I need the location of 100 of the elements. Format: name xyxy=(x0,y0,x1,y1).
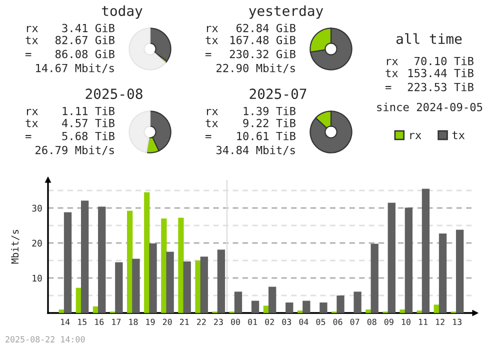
text: 9.22 TiB xyxy=(243,118,296,128)
bar xyxy=(286,302,294,313)
y-axis-title: Mbit/s xyxy=(11,230,20,264)
text: 3.41 GiB xyxy=(62,24,114,32)
x-tick-label: 22 xyxy=(197,318,206,325)
x-tick-label: 11 xyxy=(418,318,428,325)
bar xyxy=(149,243,157,313)
bar xyxy=(98,206,106,313)
text: 22.90 Mbit/s xyxy=(216,64,295,74)
x-tick-label: 20 xyxy=(162,318,172,326)
text: = xyxy=(25,135,32,138)
x-tick-label: 03 xyxy=(282,318,292,326)
bar xyxy=(200,256,208,313)
bar xyxy=(434,304,440,313)
bar xyxy=(268,286,276,313)
x-tick-label: 06 xyxy=(333,318,342,326)
text: all time xyxy=(396,33,462,44)
donut-slice xyxy=(128,110,151,154)
legend-label: tx xyxy=(452,131,465,140)
text: tx xyxy=(26,119,38,128)
x-tick-label: 07 xyxy=(350,318,360,326)
bar xyxy=(336,296,344,313)
bar xyxy=(178,218,184,313)
bar xyxy=(195,260,201,313)
text: = xyxy=(205,53,212,56)
text: 34.84 Mbit/s xyxy=(216,146,295,156)
x-tick-label: 13 xyxy=(453,318,462,326)
x-tick-label: 18 xyxy=(129,318,138,326)
donut-slice xyxy=(149,110,172,152)
bar xyxy=(263,306,269,313)
bar xyxy=(456,230,464,313)
x-tick-label: 23 xyxy=(214,318,223,326)
text: 230.32 GiB xyxy=(230,50,296,58)
x-tick-label: 19 xyxy=(146,318,155,326)
bar xyxy=(183,262,191,313)
x-tick-label: 02 xyxy=(265,318,274,326)
x-tick-label: 21 xyxy=(180,318,189,325)
bar xyxy=(302,300,310,313)
text: = xyxy=(205,135,212,138)
text: since 2024-09-05 xyxy=(377,102,482,112)
text: 70.10 TiB xyxy=(414,56,474,66)
bar xyxy=(161,218,167,313)
text: 62.84 GiB xyxy=(236,24,296,32)
bar xyxy=(370,244,378,313)
text: 4.57 TiB xyxy=(62,118,114,128)
x-tick-label: 05 xyxy=(316,318,326,326)
donut-slice xyxy=(128,28,166,70)
text: rx xyxy=(26,26,38,32)
text: 167.48 GiB xyxy=(230,36,296,44)
text: = xyxy=(385,86,392,90)
text: 153.44 TiB xyxy=(408,68,474,78)
y-tick-label: 20 xyxy=(32,240,42,247)
bar xyxy=(127,210,133,313)
bar xyxy=(234,292,242,313)
y-tick-label: 30 xyxy=(32,204,42,212)
text: 223.53 TiB xyxy=(408,82,474,92)
x-tick-label: 16 xyxy=(95,318,104,326)
bar xyxy=(80,200,89,313)
text: 5.68 TiB xyxy=(62,132,114,140)
bar xyxy=(320,302,328,313)
text: 14.67 Mbit/s xyxy=(36,64,114,74)
y-tick-label: 10 xyxy=(32,274,42,282)
text: rx xyxy=(386,58,398,66)
text: 26.79 Mbit/s xyxy=(36,146,114,156)
text: tx xyxy=(386,69,398,78)
chart-title: today xyxy=(102,5,142,19)
x-tick-label: 00 xyxy=(231,318,240,326)
donut-slice xyxy=(310,28,352,70)
bar xyxy=(366,310,372,313)
chart-title: yesterday xyxy=(249,5,324,19)
bar xyxy=(132,258,140,313)
x-tick-label: 08 xyxy=(367,318,376,326)
text: 1.11 TiB xyxy=(62,106,114,116)
chart-title: 2025-08 xyxy=(86,88,142,100)
text: 86.08 GiB xyxy=(56,50,114,58)
donut-slice xyxy=(310,110,352,154)
bar xyxy=(404,208,413,313)
text: 2025-08-22 14:00 xyxy=(6,336,85,342)
bar xyxy=(217,250,226,313)
text: rx xyxy=(26,108,38,116)
bar xyxy=(64,212,72,313)
bar xyxy=(144,192,150,313)
x-tick-label: 17 xyxy=(112,318,121,325)
bar xyxy=(400,310,406,313)
legend-label: rx xyxy=(410,132,422,140)
bar xyxy=(438,234,447,313)
text: tx xyxy=(26,36,38,44)
text: = xyxy=(25,53,32,56)
x-tick-label: 12 xyxy=(436,318,444,325)
text: rx xyxy=(206,26,218,32)
x-tick-label: 01 xyxy=(248,318,258,326)
text: 82.67 GiB xyxy=(56,36,114,44)
x-tick-label: 14 xyxy=(61,318,70,325)
text: 10.61 TiB xyxy=(237,132,296,140)
x-tick-label: 10 xyxy=(402,318,410,326)
bar xyxy=(251,300,260,313)
x-tick-label: 09 xyxy=(384,318,394,326)
text: tx xyxy=(206,119,218,128)
bar xyxy=(354,292,362,313)
text: rx xyxy=(206,108,218,116)
